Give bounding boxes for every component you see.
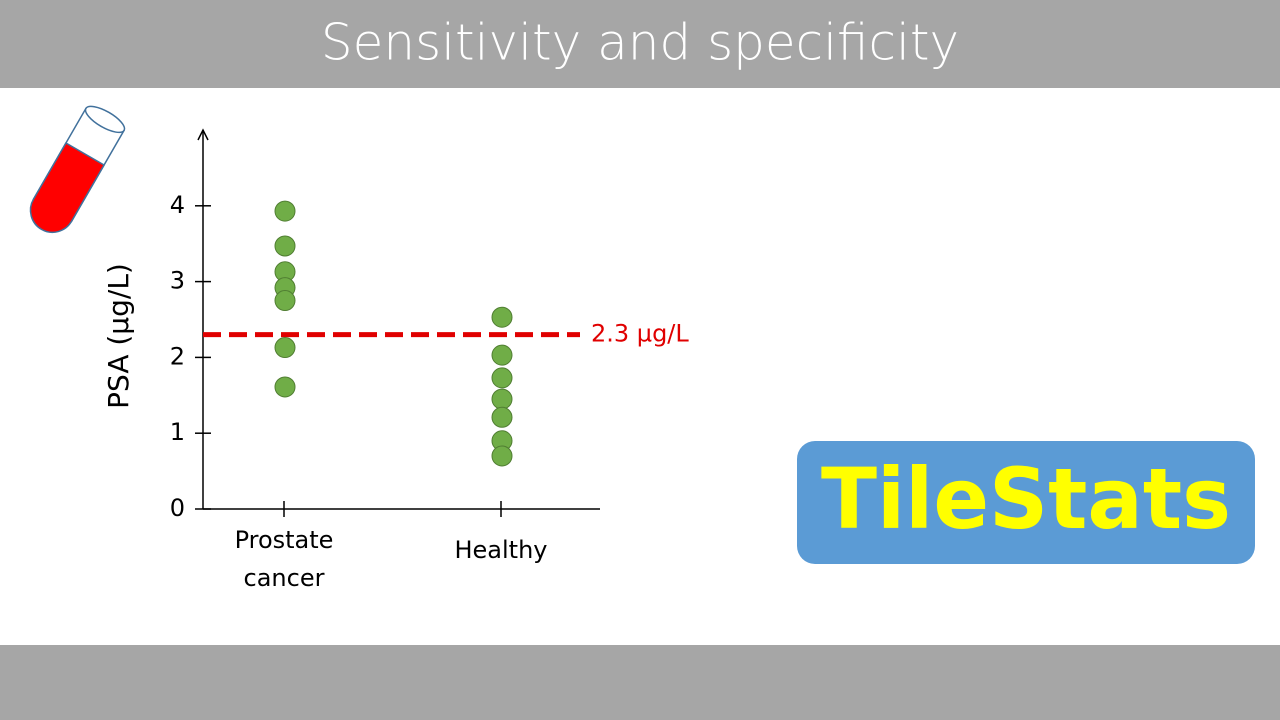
y-tick-label: 2 [170,342,185,370]
y-tick-label: 1 [170,418,185,446]
header-bar [0,0,1280,88]
data-point [274,235,296,257]
data-point [274,337,296,359]
y-axis-label: PSA (µg/L) [102,263,135,409]
data-point [491,306,513,328]
data-point [491,344,513,366]
logo-text: TileStats [821,450,1231,548]
data-point [274,290,296,312]
data-point [491,388,513,410]
logo-box [797,441,1255,564]
data-point [274,376,296,398]
y-tick-label: 4 [170,191,185,219]
x-tick-label: Prostate cancer [234,526,334,592]
slide-title: Sensitivity and specificity [321,14,959,72]
data-point [274,200,296,222]
footer-bar [0,645,1280,720]
y-tick-label: 3 [170,267,185,295]
y-tick-label: 0 [170,494,185,522]
data-point [491,445,513,467]
test-tube [29,105,126,234]
data-point [491,367,513,389]
y-axis-arrow [197,128,209,141]
threshold-label: 2.3 µg/L [591,320,689,348]
data-point [491,406,513,428]
x-tick-label: Healthy [454,536,548,564]
